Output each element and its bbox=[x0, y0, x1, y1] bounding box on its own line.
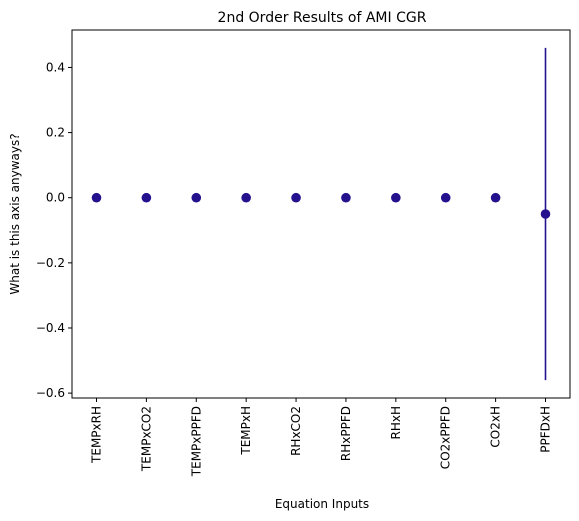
y-tick-label: −0.4 bbox=[36, 321, 65, 335]
chart-title: 2nd Order Results of AMI CGR bbox=[218, 10, 427, 26]
data-point bbox=[341, 192, 351, 203]
y-axis-label: What is this axis anyways? bbox=[8, 133, 22, 294]
y-tick-label: −0.6 bbox=[36, 386, 65, 400]
x-tick-label: TEMPxCO2 bbox=[139, 406, 153, 472]
x-tick-label: RHxPPFD bbox=[339, 406, 353, 461]
data-point bbox=[91, 192, 102, 203]
x-tick-label: RHxH bbox=[389, 406, 403, 440]
data-point bbox=[540, 209, 551, 219]
x-tick-label: TEMPxPPFD bbox=[189, 406, 203, 477]
x-tick-label: CO2xPPFD bbox=[439, 406, 453, 469]
data-point bbox=[241, 192, 251, 203]
data-point bbox=[440, 192, 451, 203]
x-tick-label: CO2xH bbox=[489, 406, 503, 448]
x-tick-label: TEMPxH bbox=[239, 406, 253, 456]
data-point bbox=[141, 192, 152, 203]
data-point bbox=[490, 192, 501, 203]
y-tick-label: 0.4 bbox=[46, 60, 65, 74]
y-tick-label: 0.2 bbox=[46, 126, 65, 140]
x-axis-label: Equation Inputs bbox=[275, 497, 369, 511]
y-axis: −0.6 −0.4 −0.2 0.0 0.2 0.4 bbox=[36, 60, 72, 400]
y-tick-label: 0.0 bbox=[46, 191, 65, 205]
plot-frame bbox=[71, 29, 571, 399]
data-point bbox=[191, 192, 202, 203]
data-point bbox=[291, 192, 301, 203]
x-tick-label: RHxCO2 bbox=[289, 406, 303, 456]
x-tick-label: TEMPxRH bbox=[90, 406, 104, 464]
data-point bbox=[391, 192, 401, 203]
data-marks bbox=[91, 47, 551, 381]
x-axis: TEMPxRH TEMPxCO2 TEMPxPPFD TEMPxH RHxCO2 RHxP… bbox=[90, 398, 553, 477]
y-tick-label: −0.2 bbox=[36, 256, 65, 270]
x-tick-label: PPFDxH bbox=[539, 406, 553, 453]
